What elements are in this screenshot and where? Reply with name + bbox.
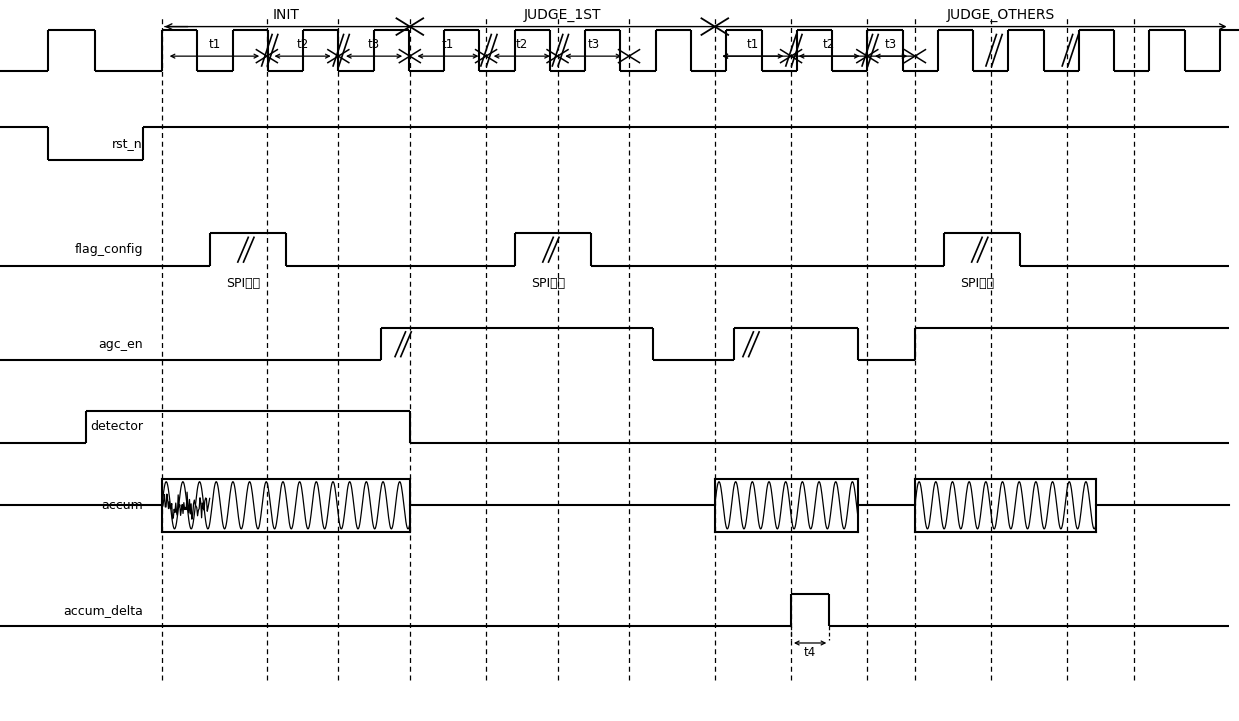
Text: flag_config: flag_config [74, 243, 142, 256]
Text: detector: detector [90, 420, 142, 433]
Text: t1: t1 [747, 38, 760, 51]
Text: agc_en: agc_en [98, 337, 142, 350]
Text: t3: t3 [368, 38, 380, 51]
Text: t4: t4 [804, 646, 817, 659]
Text: t3: t3 [587, 38, 600, 51]
Text: SPI配置: SPI配置 [960, 277, 994, 290]
Text: JUDGE_OTHERS: JUDGE_OTHERS [947, 8, 1054, 22]
Text: rst_n: rst_n [113, 137, 142, 150]
Text: t3: t3 [885, 38, 897, 51]
Text: accum: accum [102, 499, 142, 512]
Text: t1: t1 [208, 38, 221, 51]
Text: accum_delta: accum_delta [63, 603, 142, 616]
Text: INIT: INIT [273, 8, 300, 22]
Text: t2: t2 [515, 38, 528, 51]
Text: JUDGE_1ST: JUDGE_1ST [524, 8, 601, 22]
Text: t2: t2 [296, 38, 309, 51]
Text: SPI配置: SPI配置 [225, 277, 260, 290]
Text: t2: t2 [823, 38, 835, 51]
Text: t1: t1 [442, 38, 453, 51]
Text: SPI配置: SPI配置 [532, 277, 565, 290]
